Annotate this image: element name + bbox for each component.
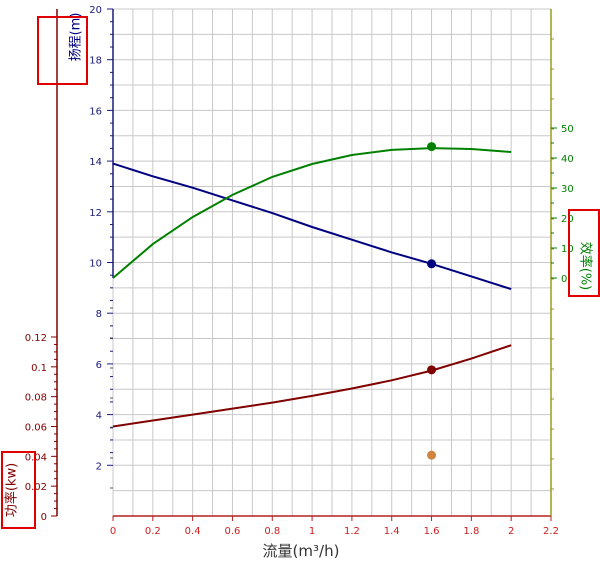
x-tick-label: 0 <box>110 526 116 537</box>
power-axis-title: 功率(kw) <box>4 463 20 517</box>
head-tick-label: 6 <box>96 360 102 371</box>
grid <box>112 8 552 517</box>
head-tick-label: 2 <box>96 461 102 472</box>
axes: 0 0.2 0.4 0.6 0.8 1 1.2 1.4 1.6 1.8 2 2.2 2 4 6 8 10 12 14… <box>25 5 574 537</box>
head-title-highlight <box>37 16 88 85</box>
x-tick-label: 1.2 <box>344 526 360 537</box>
operating-points <box>427 142 437 460</box>
x-tick-label: 0.2 <box>145 526 161 537</box>
efficiency-tick-label: 30 <box>561 184 574 195</box>
efficiency-title-highlight <box>568 209 600 297</box>
power-tick-label: 0.1 <box>31 363 47 374</box>
x-tick-label: 2.2 <box>543 526 559 537</box>
power-tick-label: 0.12 <box>25 333 47 344</box>
power-operating-point <box>427 365 437 375</box>
efficiency-tick-label: 10 <box>561 244 574 255</box>
efficiency-curve <box>112 147 512 279</box>
head-operating-point <box>427 259 437 269</box>
npsh-operating-point <box>427 450 437 460</box>
x-tick-label: 2 <box>508 526 514 537</box>
head-tick-label: 4 <box>96 411 102 422</box>
efficiency-tick-label: 40 <box>561 154 574 165</box>
x-tick-label: 0.4 <box>185 526 201 537</box>
head-axis-title: 扬程(m) <box>69 13 84 62</box>
power-title-highlight <box>1 451 36 529</box>
power-curve <box>112 344 512 428</box>
x-tick-label: 1.4 <box>384 526 400 537</box>
head-tick-label: 16 <box>89 106 102 117</box>
head-tick-label: 18 <box>89 56 102 67</box>
head-tick-label: 10 <box>89 259 102 270</box>
x-tick-label: 0.6 <box>225 526 241 537</box>
power-tick-label: 0.06 <box>25 423 47 434</box>
efficiency-tick-label: 20 <box>561 214 574 225</box>
efficiency-tick-label: 50 <box>561 124 574 135</box>
efficiency-operating-point <box>427 142 437 152</box>
series <box>112 147 512 428</box>
x-axis-title: 流量(m³/h) <box>263 542 340 560</box>
efficiency-tick-label: 0 <box>561 274 567 285</box>
power-tick-label: 0.08 <box>25 393 47 404</box>
power-tick-label: 0 <box>41 512 47 523</box>
x-tick-label: 1 <box>309 526 315 537</box>
head-tick-label: 8 <box>96 309 102 320</box>
x-tick-label: 1.6 <box>424 526 440 537</box>
x-tick-label: 0.8 <box>264 526 280 537</box>
head-tick-label: 20 <box>89 5 102 16</box>
efficiency-axis-title: 效率(%) <box>578 242 594 291</box>
head-tick-label: 12 <box>89 208 102 219</box>
x-tick-label: 1.8 <box>463 526 479 537</box>
head-curve <box>112 162 512 291</box>
head-tick-label: 14 <box>89 157 102 168</box>
